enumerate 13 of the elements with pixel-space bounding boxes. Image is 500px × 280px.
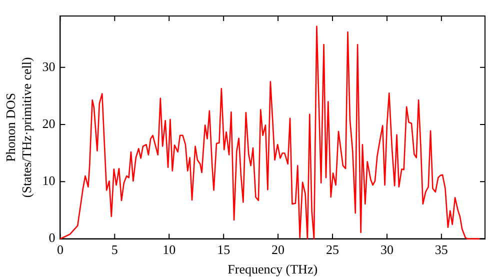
- x-tick-label: 5: [111, 242, 118, 258]
- y-tick-label: 0: [48, 230, 56, 246]
- x-tick-label: 15: [217, 242, 230, 258]
- y-axis-title: Phonon DOS (States/THz·primitive cell): [3, 57, 34, 198]
- y-tick-label: 20: [42, 116, 56, 131]
- x-tick-label: 30: [380, 242, 394, 258]
- x-tick-label: 10: [162, 242, 176, 258]
- x-tick-label: 25: [326, 242, 340, 258]
- x-tick-label: 35: [434, 242, 448, 258]
- y-tick-label: 10: [42, 173, 56, 188]
- x-axis-title: Frequency (THz): [228, 262, 318, 277]
- y-tick-label: 30: [42, 58, 56, 74]
- x-tick-label: 20: [272, 242, 285, 258]
